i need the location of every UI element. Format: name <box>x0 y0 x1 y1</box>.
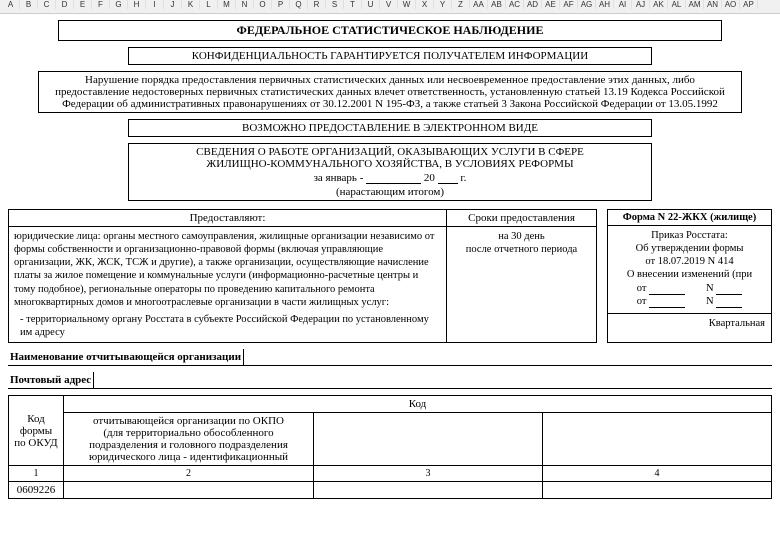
org-name-label: Наименование отчитывающейся организации <box>8 349 243 365</box>
okud-head: Код формы по ОКУД <box>9 396 64 466</box>
title-main: ФЕДЕРАЛЬНОЕ СТАТИСТИЧЕСКОЕ НАБЛЮДЕНИЕ <box>58 20 722 41</box>
deadline-body: на 30 день после отчетного периода <box>447 227 596 259</box>
deadline-l2: после отчетного периода <box>452 243 591 256</box>
colnum-4: 4 <box>543 466 772 482</box>
colnum-1: 1 <box>9 466 64 482</box>
period-note: (нарастающим итогом) <box>137 186 643 198</box>
okpo-l2: (для территориально обособленного <box>68 427 309 439</box>
period-year-suffix: г. <box>460 172 466 184</box>
deadline-column: Сроки предоставления на 30 день после от… <box>447 209 597 343</box>
address-row: Почтовый адрес <box>8 372 772 389</box>
code3-input[interactable] <box>314 482 543 499</box>
amend-date-1[interactable] <box>649 285 685 295</box>
okud-value: 0609226 <box>9 482 64 499</box>
electronic-box: ВОЗМОЖНО ПРЕДОСТАВЛЕНИЕ В ЭЛЕКТРОННОМ ВИ… <box>128 119 652 137</box>
okpo-l3: подразделения и головного подразделения <box>68 439 309 451</box>
code-col-4 <box>543 413 772 466</box>
ot-label-2: от <box>637 296 647 307</box>
provide-sub: - территориальному органу Росстата в суб… <box>14 313 441 339</box>
svedenia-line1: СВЕДЕНИЯ О РАБОТЕ ОРГАНИЗАЦИЙ, ОКАЗЫВАЮЩ… <box>137 146 643 158</box>
code4-input[interactable] <box>543 482 772 499</box>
info-row: Предоставляют: юридические лица: органы … <box>8 209 772 343</box>
okud-h1: Код <box>13 413 59 425</box>
okud-h2: формы <box>13 425 59 437</box>
okpo-input[interactable] <box>64 482 314 499</box>
order-amend-1: от N <box>613 282 766 295</box>
code-col-3 <box>314 413 543 466</box>
period-prefix: за январь - <box>314 172 364 184</box>
okpo-head: отчитывающейся организации по ОКПО (для … <box>64 413 314 466</box>
n-label-2: N <box>706 296 714 307</box>
column-ruler: ABCDEFGHIJKLMNOPQRSTUVWXYZAAABACADAEAFAG… <box>0 0 780 14</box>
order-l3: от 18.07.2019 N 414 <box>613 255 766 268</box>
amend-num-2[interactable] <box>716 298 742 308</box>
period-input-year[interactable] <box>438 173 458 184</box>
provide-head: Предоставляют: <box>9 210 446 227</box>
codes-table: Код формы по ОКУД Код отчитывающейся орг… <box>8 395 772 499</box>
okpo-l1: отчитывающейся организации по ОКПО <box>68 415 309 427</box>
period-year-prefix: 20 <box>424 172 435 184</box>
periodicity: Квартальная <box>608 316 771 331</box>
svedenia-box: СВЕДЕНИЯ О РАБОТЕ ОРГАНИЗАЦИЙ, ОКАЗЫВАЮЩ… <box>128 143 652 201</box>
svedenia-line2: ЖИЛИЩНО-КОММУНАЛЬНОГО ХОЗЯЙСТВА, В УСЛОВ… <box>137 158 643 170</box>
okpo-l4: юридического лица - идентификационный <box>68 451 309 463</box>
ot-label-1: от <box>637 283 647 294</box>
order-l2: Об утверждении формы <box>613 242 766 255</box>
provide-text: юридические лица: органы местного самоуп… <box>14 231 434 308</box>
period-line: за январь - 20 г. <box>137 172 643 184</box>
amend-date-2[interactable] <box>649 298 685 308</box>
address-label: Почтовый адрес <box>8 372 93 388</box>
deadline-head: Сроки предоставления <box>447 210 596 227</box>
period-input-month[interactable] <box>366 173 421 184</box>
org-name-row: Наименование отчитывающейся организации <box>8 349 772 366</box>
colnum-2: 2 <box>64 466 314 482</box>
okud-h3: по ОКУД <box>13 437 59 449</box>
form-number: Форма N 22-ЖКХ (жилище) <box>608 210 771 226</box>
form-meta-column: Форма N 22-ЖКХ (жилище) Приказ Росстата:… <box>607 209 772 343</box>
form-meta-body: Приказ Росстата: Об утверждении формы от… <box>608 226 771 311</box>
form-page: ФЕДЕРАЛЬНОЕ СТАТИСТИЧЕСКОЕ НАБЛЮДЕНИЕ КО… <box>0 14 780 507</box>
amend-num-1[interactable] <box>716 285 742 295</box>
org-name-input[interactable] <box>243 349 772 365</box>
confidentiality-box: КОНФИДЕНЦИАЛЬНОСТЬ ГАРАНТИРУЕТСЯ ПОЛУЧАТ… <box>128 47 652 65</box>
address-input[interactable] <box>93 372 772 388</box>
n-label-1: N <box>706 283 714 294</box>
order-l1: Приказ Росстата: <box>613 229 766 242</box>
violation-box: Нарушение порядка предоставления первичн… <box>38 71 742 113</box>
provide-body: юридические лица: органы местного самоуп… <box>9 227 446 342</box>
order-l4: О внесении изменений (при <box>613 268 766 281</box>
deadline-l1: на 30 день <box>452 230 591 243</box>
code-head: Код <box>64 396 772 413</box>
colnum-3: 3 <box>314 466 543 482</box>
provide-column: Предоставляют: юридические лица: органы … <box>8 209 447 343</box>
order-amend-2: от N <box>613 295 766 308</box>
